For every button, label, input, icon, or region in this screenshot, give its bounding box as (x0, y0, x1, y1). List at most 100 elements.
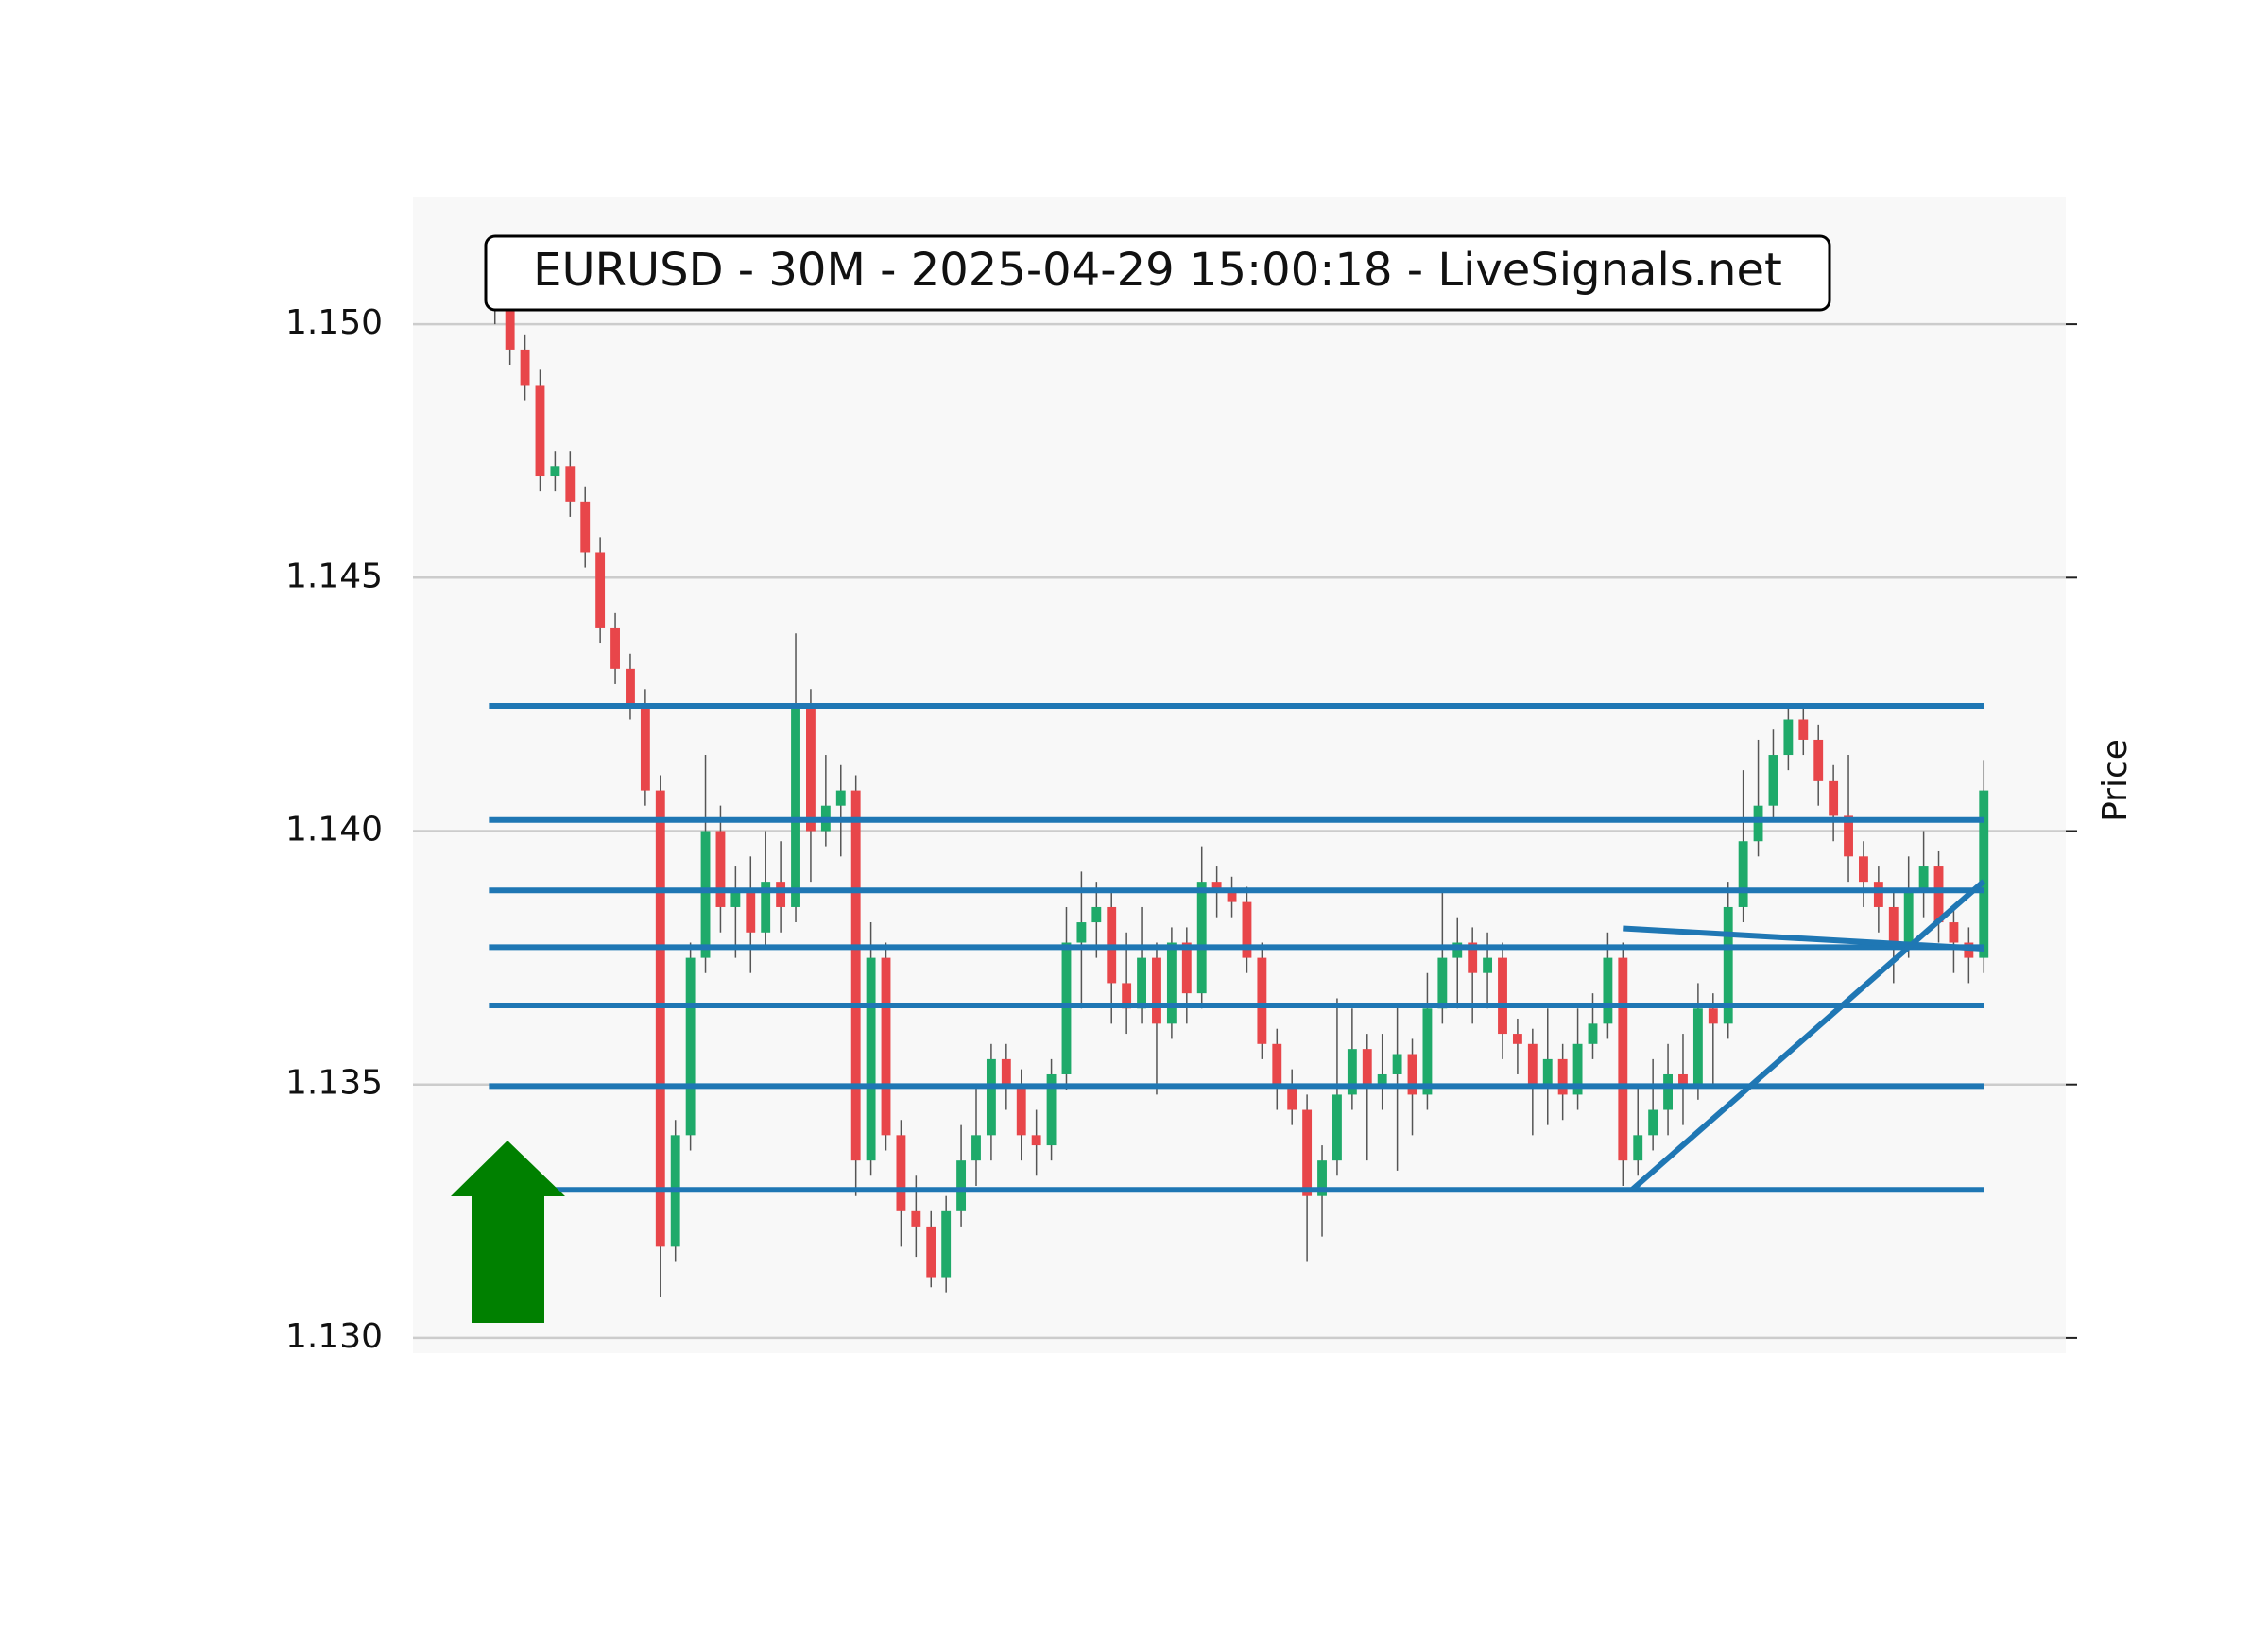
candle-body (550, 466, 560, 477)
candle-body (941, 1210, 952, 1278)
candle-body (580, 501, 591, 553)
candle-body (1829, 780, 1839, 816)
candle-body (730, 891, 741, 907)
candle-body (1678, 1073, 1688, 1085)
candle-body (1723, 906, 1733, 1024)
candle-body (1648, 1109, 1658, 1136)
candle-body (655, 790, 665, 1247)
candle-body (1783, 719, 1794, 756)
candle-body (1753, 805, 1763, 842)
candle-body (1317, 1160, 1327, 1196)
candle-body (1437, 957, 1448, 1009)
candle-body (1287, 1084, 1297, 1110)
candle-body (1076, 922, 1087, 943)
candle-body (640, 704, 650, 791)
candle-body (565, 466, 576, 502)
candle-body (1227, 891, 1237, 902)
candle-body (866, 957, 876, 1161)
candle-body (626, 668, 635, 705)
candle-body (1572, 1043, 1583, 1095)
candle-body (1768, 755, 1778, 806)
candle-body (881, 957, 891, 1136)
candle-body (1046, 1073, 1057, 1146)
candle-body (956, 1160, 967, 1211)
candle-body (505, 309, 515, 350)
buy-arrow (451, 1141, 565, 1323)
grid: 1.130 1.135 1.140 1.145 1.150 (285, 303, 2077, 1356)
candle-body (896, 1135, 906, 1211)
candle-body (1152, 957, 1161, 1024)
candle-body (1122, 983, 1132, 1009)
chart-title: EURUSD - 30M - 2025-04-29 15:00:18 - Liv… (533, 244, 1782, 297)
y-tick-label: 1.130 (285, 1317, 383, 1356)
candle-body (1332, 1094, 1342, 1161)
candle-body (911, 1210, 921, 1227)
trend-line (1629, 879, 1986, 1192)
candle-body (1362, 1049, 1372, 1085)
candle-body (1663, 1073, 1673, 1110)
candle-body (610, 627, 620, 669)
candle-body (1392, 1054, 1402, 1074)
candle-body (685, 957, 696, 1136)
candle-body (1302, 1109, 1313, 1196)
candle-body (986, 1058, 996, 1136)
candle-body (791, 704, 800, 907)
candle-body (535, 385, 545, 477)
candle-body (1873, 882, 1883, 907)
candle-body (700, 831, 711, 958)
candle-body (1859, 856, 1868, 883)
candle-body (1166, 942, 1177, 1024)
candle-body (1407, 1054, 1418, 1095)
candle-body (1196, 882, 1207, 994)
candle-body (595, 552, 606, 628)
y-tick-label: 1.135 (285, 1064, 383, 1103)
y-tick-label: 1.140 (285, 811, 383, 849)
candle-body (1708, 1008, 1718, 1024)
trend-line (1623, 925, 1984, 952)
candle-body (1844, 815, 1853, 857)
candle-body (1557, 1058, 1568, 1095)
candle-body (1468, 942, 1478, 973)
candle-body (1452, 942, 1463, 958)
candle-body (835, 790, 846, 806)
candle-body (1933, 866, 1944, 923)
candle-body (520, 349, 530, 386)
candle-body (1211, 882, 1222, 892)
candle-body (1091, 906, 1102, 923)
candle-body (1257, 957, 1267, 1044)
candle-body (1542, 1058, 1553, 1085)
candle-body (1903, 891, 1914, 943)
y-axis-label: Price (2096, 739, 2135, 822)
candle-body (1512, 1034, 1522, 1044)
candle-body (850, 790, 861, 1161)
candle-body (1181, 942, 1192, 994)
candle-body (1347, 1049, 1357, 1095)
candle-body (1888, 906, 1899, 943)
candle-body (1603, 957, 1613, 1024)
candle-body (1813, 739, 1824, 781)
candle-body (1527, 1043, 1538, 1085)
candle-body (1031, 1135, 1041, 1146)
candle-body (1483, 957, 1493, 973)
y-tick-label: 1.145 (285, 557, 383, 595)
candle-body (776, 882, 786, 907)
candle-body (806, 704, 816, 832)
candle-body (1949, 922, 1959, 943)
candle-body (1016, 1084, 1026, 1136)
candle-body (1692, 1008, 1703, 1085)
candle-body (1798, 719, 1809, 740)
lines (489, 703, 1986, 1193)
candle-body (1061, 942, 1072, 1074)
candle-body (971, 1135, 981, 1161)
candle-body (746, 891, 756, 933)
candle-body (1137, 957, 1146, 1009)
candle-body (926, 1226, 936, 1278)
candle-body (1001, 1058, 1011, 1085)
candle-body (1633, 1135, 1643, 1161)
candle-body (1242, 901, 1252, 958)
candle-body (1498, 957, 1507, 1035)
candle-body (715, 831, 726, 907)
candle-body (1588, 1023, 1598, 1044)
y-tick-label: 1.150 (285, 303, 383, 342)
